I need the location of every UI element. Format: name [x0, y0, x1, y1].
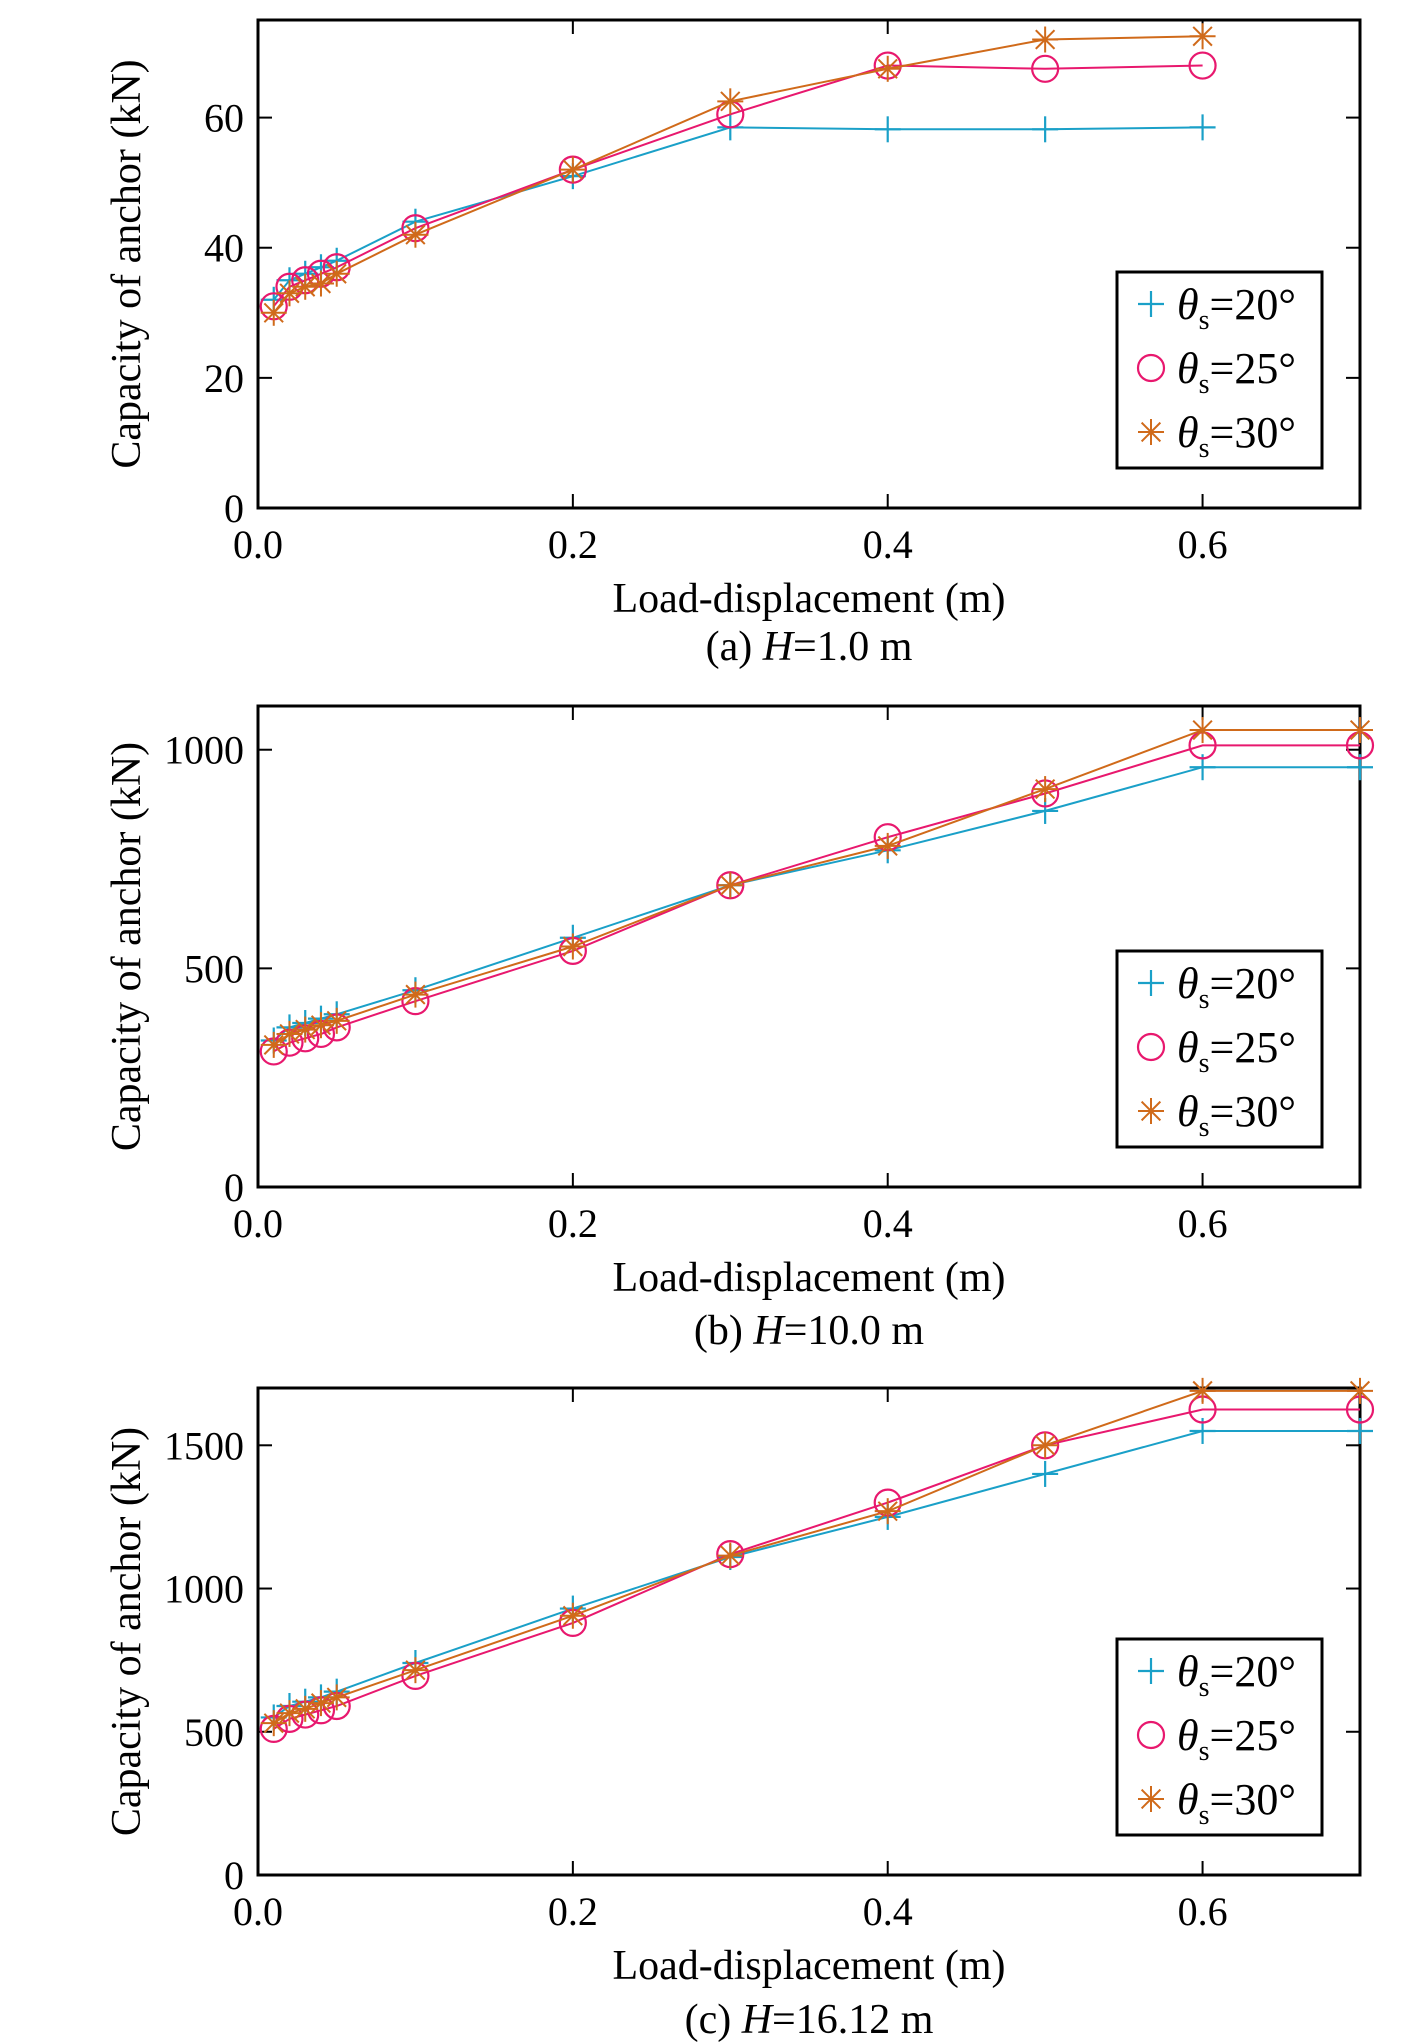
x-tick-label: 0.4 — [863, 1889, 913, 1934]
data-point-d2 — [326, 1687, 347, 1708]
panel-caption: (b) H=10.0 m — [694, 1308, 925, 1354]
data-point-d2 — [279, 1023, 300, 1045]
data-point-d2 — [405, 1660, 426, 1681]
data-point-d2 — [877, 835, 898, 856]
data-point-d2 — [720, 1545, 741, 1566]
data-point-d2 — [1035, 29, 1056, 50]
series-line — [272, 126, 1203, 301]
y-tick-label: 0 — [224, 486, 244, 531]
data-point-d2 — [1192, 26, 1213, 47]
series-2 — [260, 717, 1373, 1058]
y-tick-label: 0 — [224, 1165, 244, 1210]
legend-marker — [1136, 1032, 1166, 1062]
data-point-d2 — [263, 1034, 284, 1055]
data-point-d2 — [405, 224, 426, 245]
data-point-d2 — [405, 984, 426, 1005]
x-axis-label: Load-displacement (m) — [612, 576, 1005, 622]
x-tick-label: 0.0 — [233, 1201, 283, 1246]
legend-label: θs=30° — [1177, 408, 1296, 464]
data-point-d2 — [1035, 779, 1056, 800]
y-axis-label: Capacity of anchor (kN) — [104, 742, 150, 1151]
x-axis-label: Load-displacement (m) — [612, 1255, 1005, 1301]
data-point-d2 — [326, 1010, 347, 1031]
legend-marker-d2 — [1140, 421, 1162, 443]
y-tick-label: 40 — [204, 226, 244, 271]
data-point-d2 — [1349, 719, 1371, 741]
panel-caption: (c) H=16.12 m — [685, 1997, 934, 2043]
legend-label: θs=20° — [1177, 1647, 1296, 1703]
legend-marker — [1136, 1720, 1166, 1750]
series-2 — [260, 1377, 1373, 1737]
x-tick-label: 0.4 — [863, 1201, 913, 1246]
data-point-d2 — [295, 1019, 316, 1040]
data-point-d2 — [1192, 719, 1213, 741]
data-point-d2 — [326, 263, 347, 284]
legend-label: θs=20° — [1177, 959, 1296, 1015]
y-tick-label: 500 — [184, 1710, 244, 1755]
legend-marker — [1136, 353, 1166, 383]
legend-label: θs=20° — [1177, 280, 1296, 336]
legend: θs=20° θs=25° θs=30° — [1115, 270, 1324, 470]
x-tick-label: 0.2 — [548, 1889, 598, 1934]
data-point-d2 — [877, 58, 898, 79]
y-tick-label: 1500 — [164, 1423, 244, 1468]
legend: θs=20° θs=25° θs=30° — [1115, 1637, 1324, 1837]
data-point-d2 — [310, 1015, 332, 1036]
legend-label: θs=25° — [1177, 1023, 1296, 1079]
legend: θs=20° θs=25° θs=30° — [1115, 949, 1324, 1149]
data-point-d2 — [263, 1713, 284, 1734]
legend-label: θs=30° — [1177, 1775, 1296, 1831]
data-point-d2 — [1192, 1380, 1213, 1401]
x-axis-label: Load-displacement (m) — [612, 1943, 1005, 1989]
y-tick-label: 60 — [204, 96, 244, 141]
legend-label: θs=30° — [1177, 1087, 1296, 1143]
plot-frame — [256, 704, 1362, 1189]
legend-marker-d2 — [1140, 1788, 1162, 1810]
y-axis-label: Capacity of anchor (kN) — [104, 59, 150, 468]
data-point-d2 — [562, 159, 583, 180]
data-point-d2 — [877, 1501, 898, 1522]
panel-caption: (a) H=1.0 m — [706, 624, 913, 670]
y-tick-label: 1000 — [164, 728, 244, 773]
x-tick-label: 0.2 — [548, 1201, 598, 1246]
legend-marker-d2 — [1140, 1100, 1162, 1122]
data-point-d2 — [263, 302, 284, 323]
data-point-d2 — [310, 273, 332, 294]
chart-panel-1: 0.0 0.2 0.4 0.6 0 500 1000 Load-displacement (m… — [104, 704, 1375, 1354]
data-point-d2 — [562, 1605, 583, 1626]
y-tick-label: 0 — [224, 1853, 244, 1898]
x-tick-label: 0.0 — [233, 522, 283, 567]
x-tick-label: 0.0 — [233, 1889, 283, 1934]
data-point — [1188, 51, 1217, 80]
data-point-d2 — [562, 936, 583, 957]
y-tick-label: 1000 — [164, 1567, 244, 1612]
data-point-d2 — [720, 875, 741, 896]
x-tick-label: 0.6 — [1178, 1201, 1228, 1246]
series-2 — [260, 23, 1216, 326]
x-tick-label: 0.2 — [548, 522, 598, 567]
data-point-d2 — [1035, 1435, 1056, 1456]
plot-frame — [256, 1386, 1362, 1877]
y-tick-label: 500 — [184, 946, 244, 991]
y-tick-label: 20 — [204, 356, 244, 401]
plot-frame — [256, 18, 1362, 510]
legend-label: θs=25° — [1177, 1711, 1296, 1767]
x-tick-label: 0.4 — [863, 522, 913, 567]
y-axis-label: Capacity of anchor (kN) — [104, 1427, 150, 1836]
data-point-d2 — [1349, 1380, 1371, 1401]
series-0 — [260, 114, 1216, 313]
chart-panel-0: 0.0 0.2 0.4 0.6 0 20 40 60 Load-displacement (m)… — [104, 18, 1362, 670]
chart-panel-2: 0.0 0.2 0.4 0.6 0 500 1000 1500 Load-displacemen… — [104, 1377, 1375, 2043]
data-point-d2 — [295, 276, 316, 297]
series-line — [272, 35, 1203, 314]
data-point-d2 — [720, 91, 741, 112]
x-tick-label: 0.6 — [1178, 522, 1228, 567]
data-point — [1031, 54, 1060, 83]
data-point-d2 — [279, 1703, 300, 1724]
x-tick-label: 0.6 — [1178, 1889, 1228, 1934]
legend-label: θs=25° — [1177, 344, 1296, 400]
